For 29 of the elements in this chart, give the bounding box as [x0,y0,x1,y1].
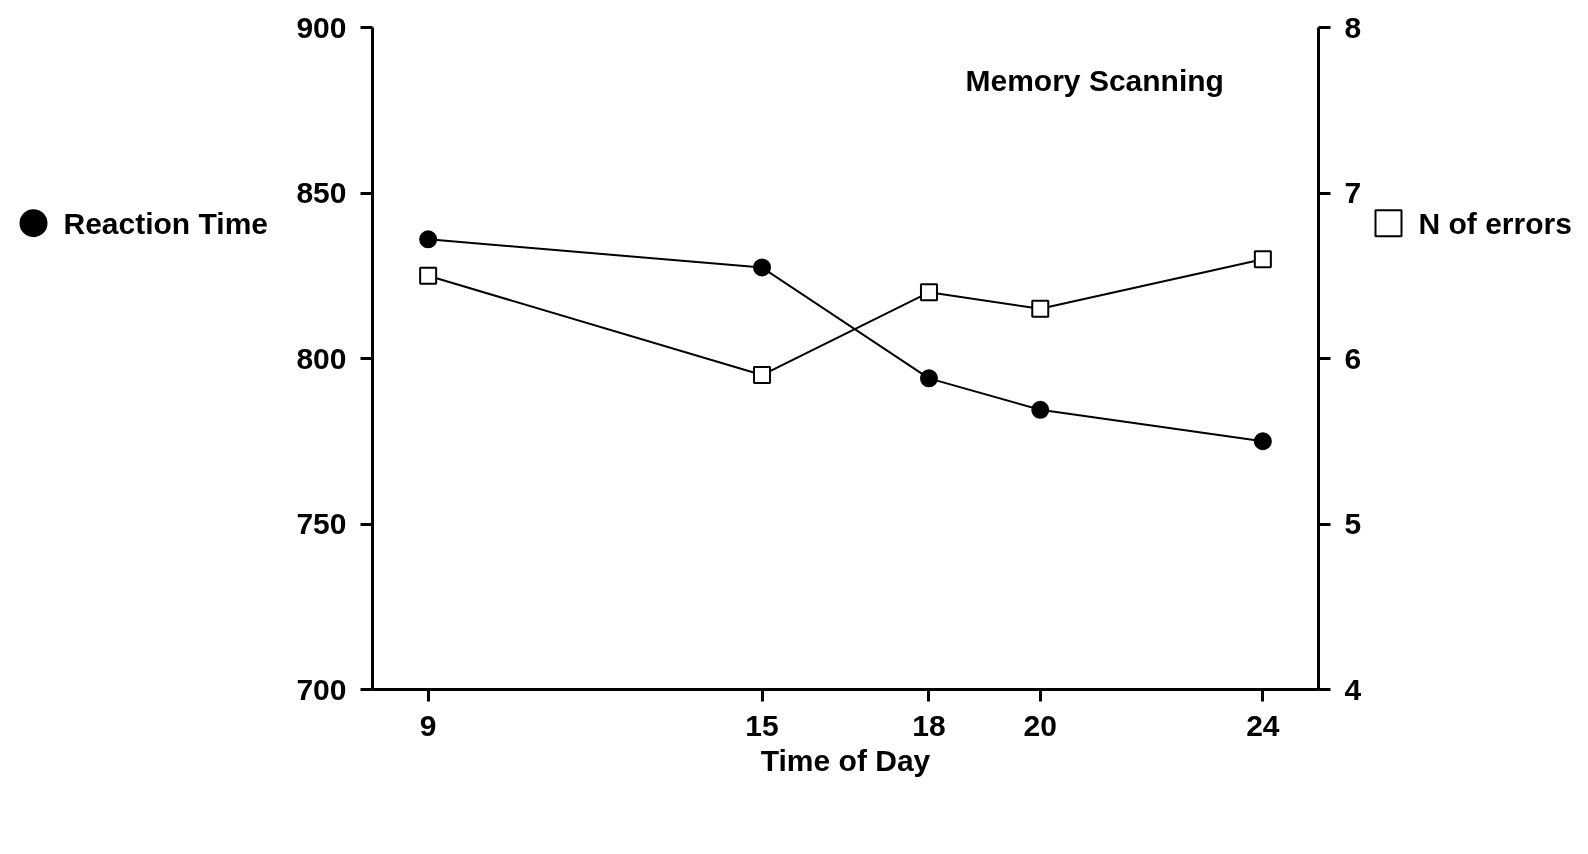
point [1031,299,1050,318]
y2-tick-label: 4 [1344,672,1362,706]
x-tick-label: 15 [745,708,779,742]
x-axis-title: Time of Day [760,743,931,777]
y2-tick-label: 8 [1344,10,1362,44]
x-tick-label: 9 [419,708,437,742]
x-tick-label: 24 [1246,708,1280,742]
point [919,369,938,388]
point [419,266,438,285]
y-tick-label: 700 [296,672,347,706]
point [753,366,772,385]
text: Memory Scanning [965,63,1224,97]
y-tick-label: 850 [296,176,347,209]
point [1031,400,1050,419]
point [1253,432,1272,451]
point [753,258,772,277]
y-tick-label: 800 [296,341,347,375]
point [419,230,438,249]
y-tick-label: 900 [296,10,347,44]
point [919,283,938,302]
legend-label: Reaction Time [63,206,269,240]
y2-tick-label: 5 [1344,507,1362,540]
x-tick-label: 18 [912,708,946,742]
y2-tick-label: 7 [1344,176,1362,209]
y2-tick-label: 6 [1344,341,1362,375]
x-tick-label: 20 [1023,708,1057,742]
legend-label: N of errors [1418,206,1572,240]
y-tick-label: 750 [296,507,347,540]
point [1253,250,1272,269]
